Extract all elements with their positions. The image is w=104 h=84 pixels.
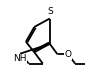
Text: NH: NH [13,54,26,63]
Text: O: O [65,50,72,59]
Text: S: S [47,7,53,16]
